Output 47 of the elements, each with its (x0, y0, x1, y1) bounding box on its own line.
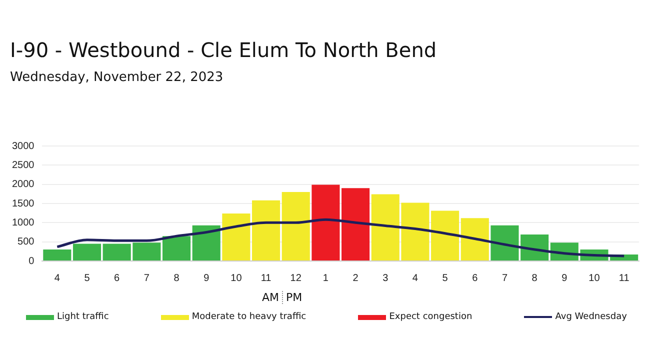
x-tick-label: 11 (618, 272, 630, 284)
y-tick-label: 0 (28, 256, 35, 267)
chart-subtitle: Wednesday, November 22, 2023 (10, 70, 224, 85)
y-tick-label: 2500 (12, 160, 35, 171)
x-tick-label: 1 (322, 272, 329, 284)
legend-label: Expect congestion (389, 312, 472, 322)
x-tick-label: 7 (502, 272, 508, 284)
text: PM (282, 291, 302, 304)
x-tick-label: 3 (382, 272, 389, 284)
x-tick-label: 8 (532, 272, 538, 284)
y-tick-label: 2000 (12, 179, 35, 190)
x-tick-label: 10 (230, 272, 242, 284)
bar (43, 250, 72, 260)
bar (72, 244, 102, 260)
bar (282, 192, 310, 260)
x-tick-label: 4 (54, 272, 60, 284)
y-tick-label: 500 (18, 236, 35, 248)
x-tick-label: 10 (588, 272, 600, 284)
y-tick-label: 1000 (12, 217, 35, 228)
x-tick-label: 12 (290, 272, 302, 284)
text: AM (262, 291, 280, 304)
legend-label: Light traffic (57, 312, 109, 322)
x-tick-label: 6 (114, 272, 120, 284)
x-tick-label: 7 (144, 272, 150, 284)
legend-label: Moderate to heavy traffic (192, 312, 306, 322)
bar (460, 218, 489, 260)
line-series (56, 218, 626, 258)
x-tick-label: 9 (562, 272, 568, 284)
y-tick-label: 1500 (12, 198, 35, 210)
x-tick-label: 4 (412, 272, 418, 284)
x-tick-label: 2 (352, 272, 359, 284)
x-tick-label: 11 (260, 272, 272, 284)
bar (222, 213, 250, 260)
x-tick-label: 5 (442, 272, 448, 284)
x-tick-label: 9 (204, 272, 210, 284)
bar (252, 200, 280, 260)
bar (342, 188, 370, 260)
bar (162, 236, 191, 260)
y-tick-label: 3000 (12, 140, 35, 152)
bar (192, 225, 220, 260)
bar (431, 210, 460, 260)
x-tick-label: 6 (472, 272, 478, 284)
x-tick-label: 5 (84, 272, 90, 284)
legend-label: Avg Wednesday (555, 312, 627, 322)
bar (312, 184, 340, 260)
chart-title: I-90 - Westbound - Cle Elum To North Bend (10, 38, 437, 62)
x-tick-label: 8 (174, 272, 180, 284)
